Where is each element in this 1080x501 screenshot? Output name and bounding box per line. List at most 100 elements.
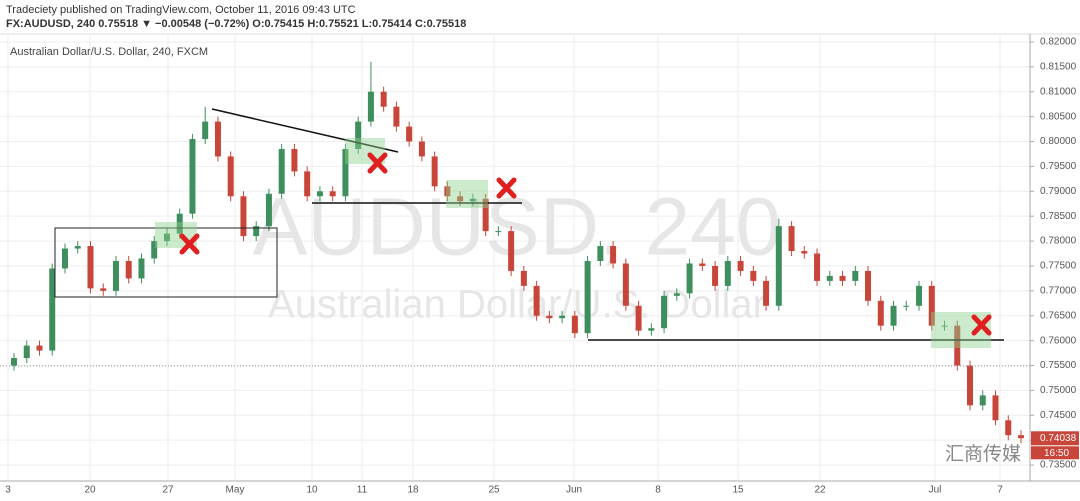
candle-body [610,246,617,264]
x-tick-label: 3 [5,485,11,496]
candle-body [801,251,808,254]
last-price-box [1031,431,1079,446]
highlight-zone [931,312,991,348]
candle-body [367,91,374,122]
y-tick-label: 0.75500 [1040,360,1077,371]
candle-body [533,285,540,316]
candle-body [571,315,578,334]
candle-body [559,315,566,319]
candle-body [546,315,553,319]
candle-body [418,141,425,157]
candle-body [61,248,68,269]
candle-body [380,91,387,107]
x-tick-label: 10 [306,485,318,496]
y-tick-label: 0.78500 [1040,211,1077,222]
candle-body [457,196,464,202]
candle-body [673,293,680,296]
candle-body [278,148,285,194]
candle-body [176,213,183,234]
publish-line: Tradeciety published on TradingView.com,… [6,4,356,16]
x-tick-label: Jun [566,485,582,496]
brand: 汇商传媒 [945,443,1021,465]
countdown-box [1031,446,1079,460]
candle-body [686,263,693,294]
watermark: AUDUSD, 240 [253,182,782,273]
candle-body [979,395,986,406]
candle-body [737,260,744,271]
candle-body [291,148,298,172]
y-tick-label: 0.75000 [1040,385,1077,396]
candle-body [916,285,923,306]
x-tick-label: 15 [732,485,744,496]
candle-body [49,268,56,351]
candle-body [826,275,833,281]
candle-body [763,280,770,306]
candle-body [36,345,43,351]
candle-body [163,233,170,242]
x-tick-label: 25 [488,485,500,496]
candle-body [788,226,795,252]
y-tick-label: 0.74500 [1040,410,1077,421]
x-mark [971,314,992,336]
candle-body [11,358,17,366]
axes: 0.735000.740000.745000.750000.755000.760… [5,37,1079,496]
candle-body [928,285,935,326]
y-tick-label: 0.82000 [1040,37,1077,48]
candle-body [227,156,234,197]
candle-body [74,246,81,249]
x-tick-label: 22 [814,485,826,496]
x-tick-label: 20 [84,485,96,496]
annotations [0,108,1030,367]
candle-body [316,191,323,197]
candle-body [750,270,757,281]
candle-body [253,226,260,237]
candle-body [890,305,897,326]
candle-body [87,246,94,289]
candle-body [597,246,604,261]
candle-body [865,270,872,301]
y-tick-label: 0.79500 [1040,161,1077,172]
candle-body [469,198,476,202]
candle-body [189,139,196,214]
candle-body [495,231,502,233]
candle-body [839,275,846,281]
candle-body [265,193,272,227]
candle-body [814,253,821,281]
candle-body [1005,420,1012,436]
candle-body [622,263,629,306]
candle-body [100,288,107,291]
x-tick-label: 7 [997,485,1003,496]
candle-body [329,191,336,197]
candle-body [699,263,706,266]
candle-body [520,270,527,286]
candle-body [954,325,961,366]
candle-body [125,260,132,279]
x-mark [496,177,517,199]
candle-body [342,148,349,197]
x-marks [179,152,992,336]
candle-body [903,305,910,307]
candle-body [240,196,247,237]
candle-body [648,328,655,331]
x-tick-label: 11 [357,485,368,496]
countdown-label: 16:50 [1044,448,1069,459]
candle-body [138,258,145,279]
symbol-line: FX:AUDUSD, 240 0.75518 ▼ −0.00548 (−0.72… [6,18,466,30]
candle-body [724,260,731,286]
candle-body [151,241,158,259]
y-tick-label: 0.76500 [1040,310,1077,321]
candle-body [941,325,948,327]
candle-body [584,260,591,334]
x-tick-label: May [226,485,245,496]
y-tick-label: 0.78000 [1040,236,1077,247]
candles [11,61,1024,444]
candle-body [967,365,974,406]
candle-body [304,171,311,197]
candle-body [444,186,451,197]
x-mark [367,152,388,174]
y-tick-label: 0.73500 [1040,460,1077,471]
range-box [54,227,278,298]
x-tick-label: 8 [655,485,661,496]
x-tick-label: 27 [162,485,174,496]
